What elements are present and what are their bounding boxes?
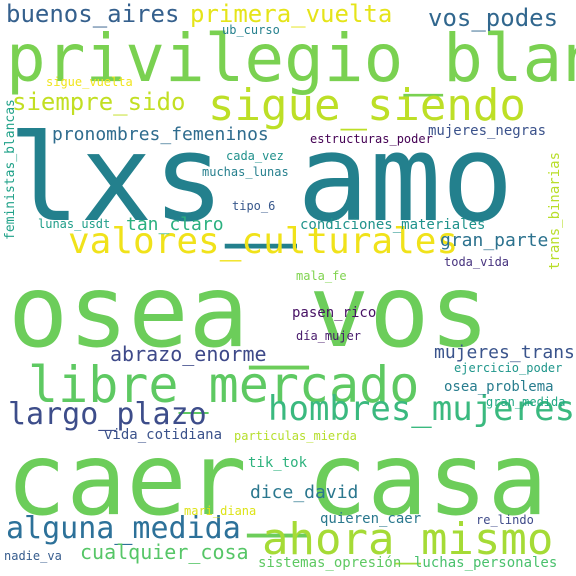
word-largo-plazo: largo_plazo <box>8 397 207 432</box>
word-nadie-va: nadie_va <box>4 549 62 563</box>
word-lunas-usdt: lunas_usdt <box>38 217 111 231</box>
word-alguna-medida: alguna_medida <box>6 511 241 546</box>
word-sigue-vuelta: sigue_vuelta <box>46 75 133 89</box>
word-particulas-mierda: particulas_mierda <box>234 429 357 443</box>
word-hombres-mujeres: hombres_mujeres <box>268 389 576 429</box>
word-ejercicio-poder: ejercicio_poder <box>454 361 563 375</box>
word-ub-curso: ub_curso <box>222 23 280 37</box>
word-dia-mujer: día_mujer <box>296 329 362 343</box>
word-tipo-6: tipo_6 <box>232 199 276 213</box>
word-feministas-blancas: feministas_blancas <box>3 99 18 240</box>
word-mujeres-trans: mujeres_trans <box>434 342 575 363</box>
word-sigue-siendo: sigue_siendo <box>208 80 526 131</box>
word-osea-vos: osea_vos <box>8 253 490 370</box>
word-primera-vuelta: primera_vuelta <box>190 0 393 28</box>
word-lxs-amo: lxs_amo <box>8 110 514 249</box>
word-abrazo-enorme: abrazo_enorme <box>110 342 267 366</box>
word-luchas-personales: luchas_personales <box>414 555 558 571</box>
word-mala-fe: mala_fe <box>296 269 347 283</box>
word-tan-claro: tan_claro <box>126 214 224 235</box>
word-cualquier-cosa: cualquier_cosa <box>80 540 249 564</box>
word-gran-parte: gran_parte <box>440 230 549 251</box>
word-caer-casa: caer_casa <box>6 421 548 538</box>
word-quieren-caer: quieren_caer <box>320 511 422 527</box>
word-mari-diana: mari_diana <box>184 504 257 518</box>
word-trans-binarias: trans_binarias <box>547 151 563 270</box>
word-privilegio-blanco: privilegio_blanco <box>6 20 576 97</box>
word-siempre-sido: siempre_sido <box>12 88 186 116</box>
word-vida-cotidiana: vida_cotidiana <box>104 427 223 443</box>
word-pronombres-femeninos: pronombres_femeninos <box>52 124 269 145</box>
word-libre-mercado: libre_mercado <box>28 356 420 414</box>
word-pasen-rico: pasen_rico <box>292 305 377 321</box>
word-mujeres-negras: mujeres_negras <box>428 123 547 139</box>
word-re-lindo: re_lindo <box>476 513 534 527</box>
word-cada-vez: cada_vez <box>226 149 284 163</box>
word-gran-medida: gran_medida <box>486 395 566 409</box>
word-buenos-aires: buenos_aires <box>6 0 180 28</box>
word-sistemas-opresion: sistemas_opresión <box>258 555 402 571</box>
word-muchas-lunas: muchas_lunas <box>202 165 289 179</box>
word-condiciones-materiales: condiciones_materiales <box>300 217 486 233</box>
word-toda-vida: toda_vida <box>444 255 510 269</box>
word-osea-problema: osea_problema <box>444 379 554 395</box>
word-dice-david: dice_david <box>250 482 359 503</box>
word-valores-culturales: valores_culturales <box>68 221 459 262</box>
word-ahora-mismo: ahora_mismo <box>262 514 554 565</box>
word-vos-podes: vos_podes <box>428 4 559 32</box>
word-tik-tok: tik_tok <box>248 455 308 471</box>
word-estructuras-poder: estructuras_poder <box>310 132 433 146</box>
